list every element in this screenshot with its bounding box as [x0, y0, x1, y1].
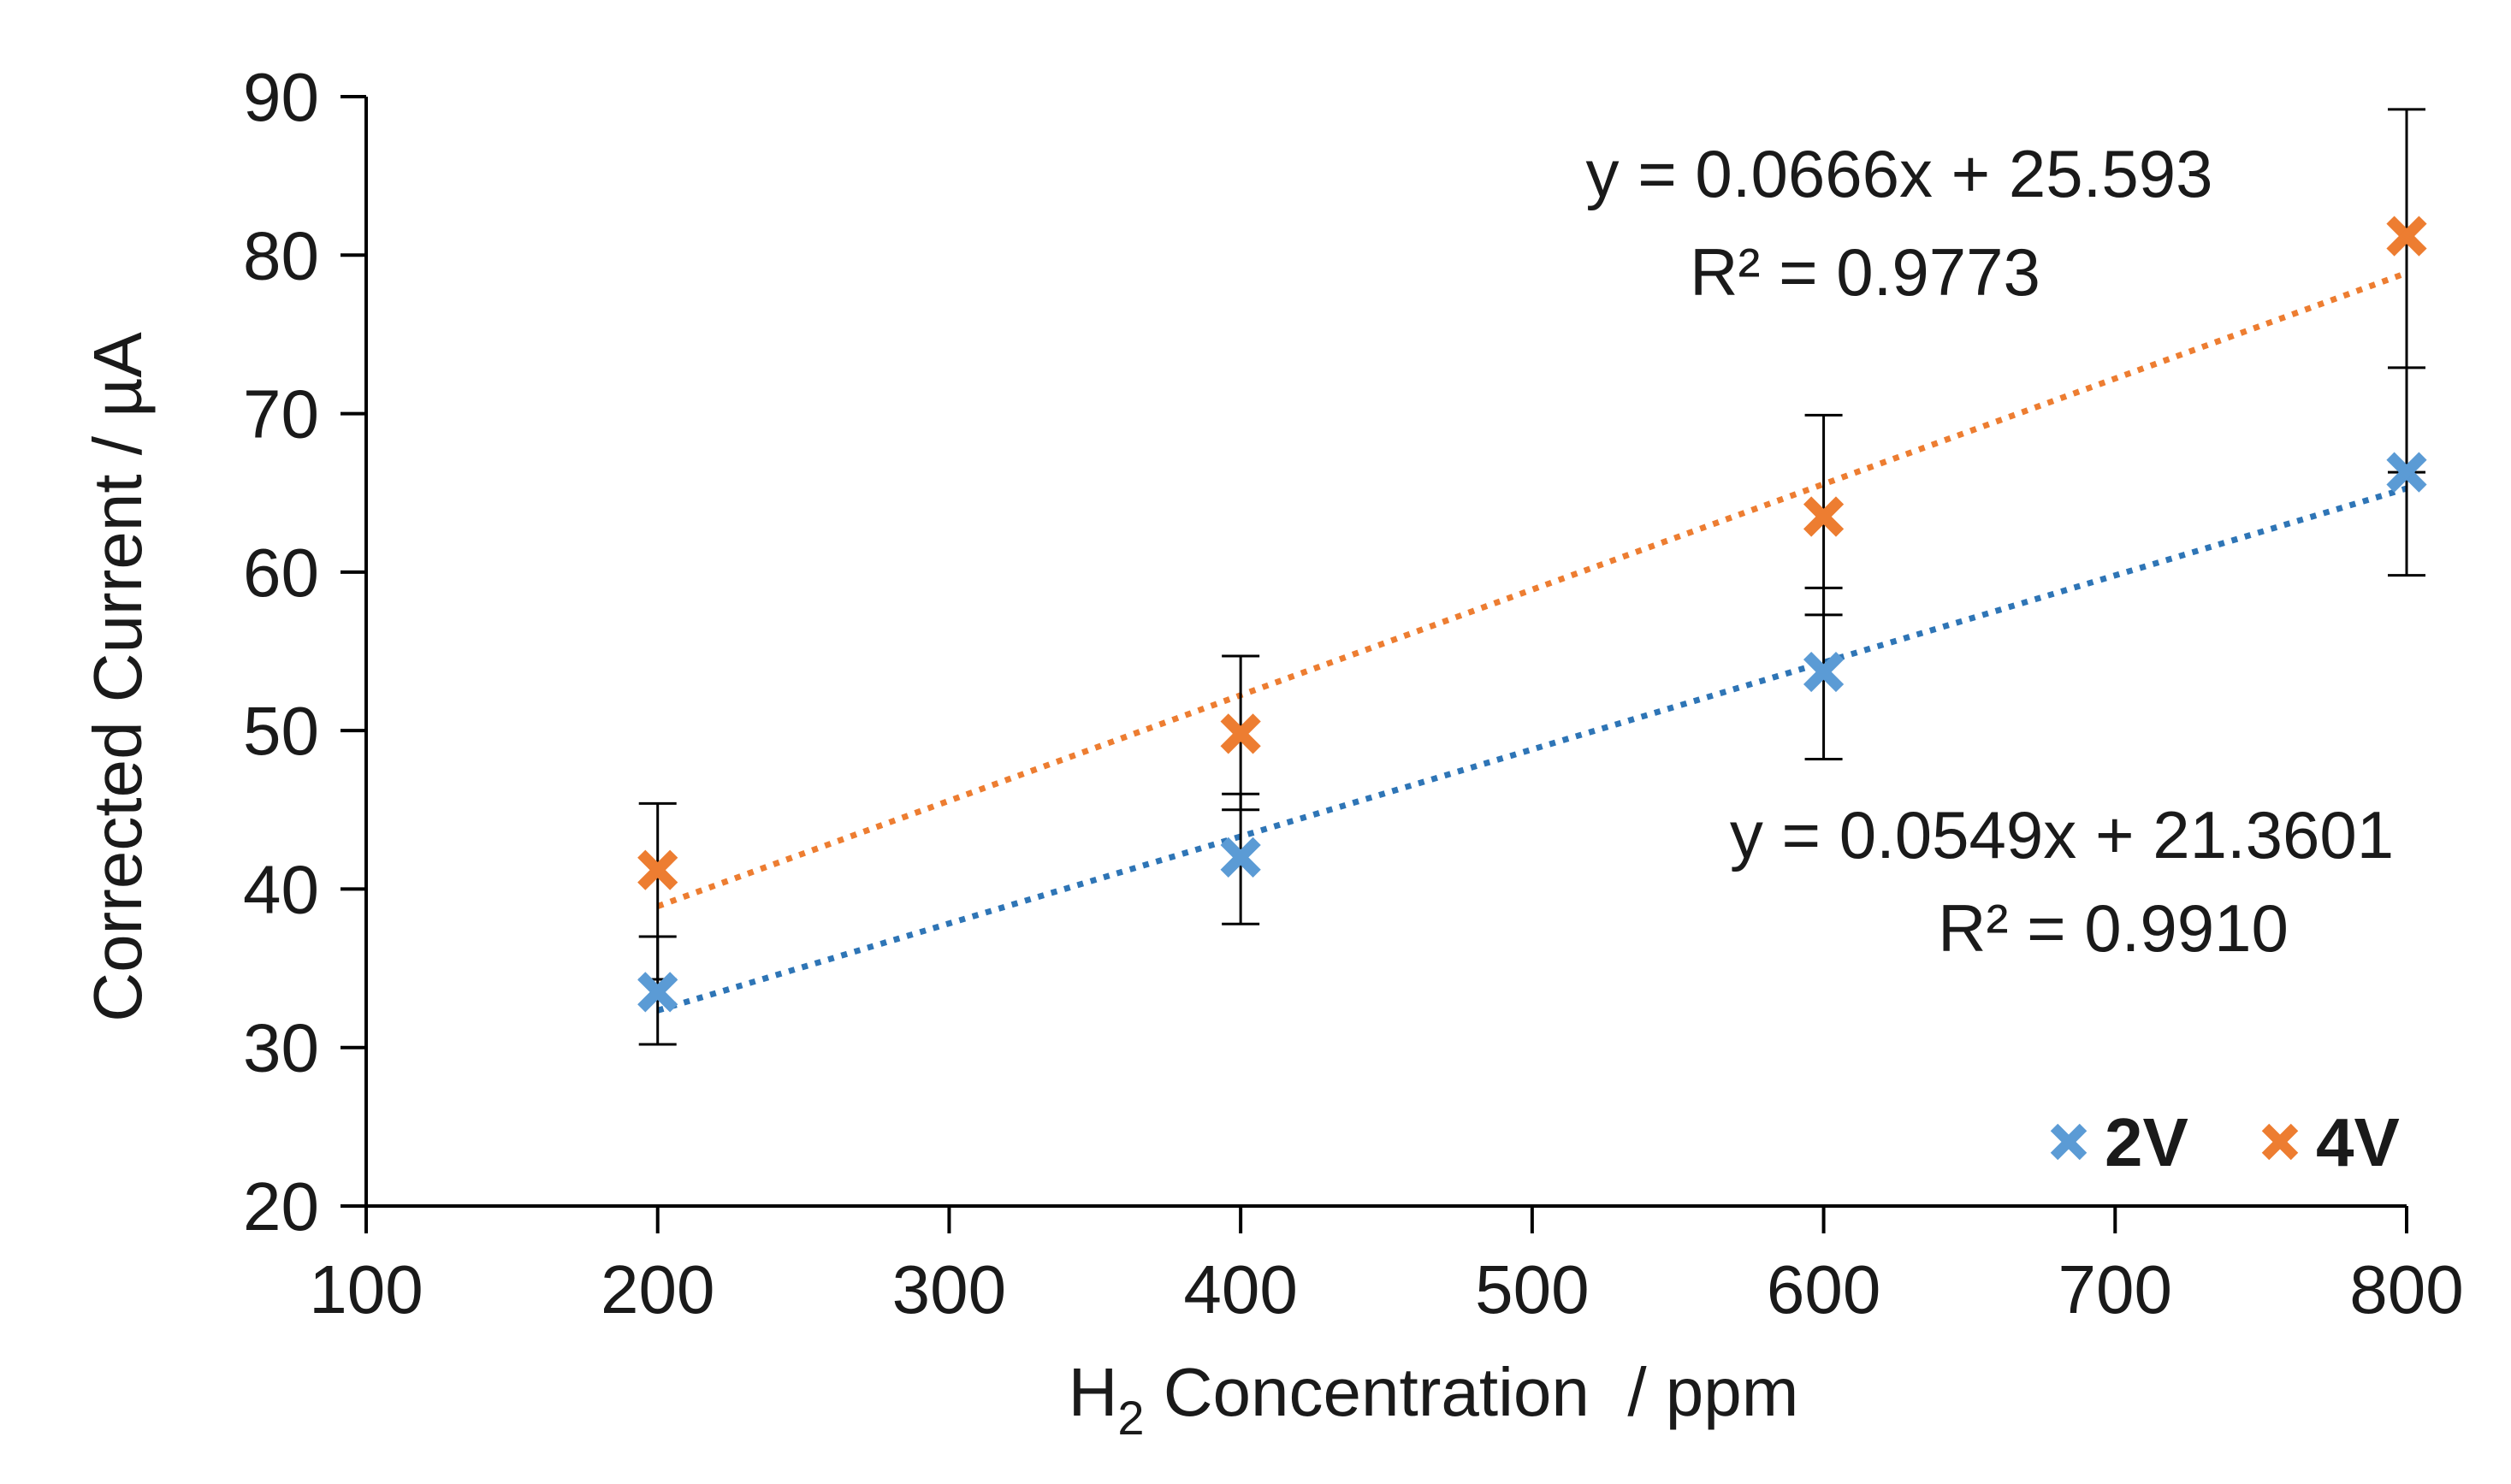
legend-item-2v: 2V — [2050, 1104, 2188, 1180]
y-tick-label: 20 — [243, 1168, 319, 1245]
legend-marker-stroke-b — [2261, 1123, 2299, 1161]
y-tick-label: 70 — [243, 376, 319, 452]
trendline-4v — [656, 269, 2408, 909]
marker-stroke-b — [1220, 837, 1261, 878]
legend-label-4v: 4V — [2316, 1104, 2400, 1180]
marker-stroke-b — [1803, 651, 1845, 693]
r-squared-4v: R² = 0.9773 — [1690, 234, 2040, 310]
annotations: y = 0.0549x + 21.3601 R² = 0.9910 y = 0.06… — [1586, 136, 2395, 966]
marker-2v-800 — [2386, 452, 2427, 493]
marker-stroke-b — [2386, 216, 2427, 257]
x-axis-title-subscript: 2 — [1117, 1391, 1144, 1445]
marker-stroke-b — [1220, 713, 1261, 754]
error-bar-4v-200 — [638, 801, 677, 981]
y-tick-label: 50 — [243, 693, 319, 769]
x-axis-title-suffix: Concentration / ppm — [1145, 1354, 1799, 1430]
x-axis-title: H2 Concentration / ppm — [1069, 1354, 1799, 1445]
x-tick-label: 100 — [309, 1251, 423, 1327]
x-tick-label: 200 — [601, 1251, 714, 1327]
marker-2v-200 — [637, 972, 678, 1013]
x-tick-label: 400 — [1183, 1251, 1297, 1327]
legend-marker-4v — [2261, 1123, 2299, 1161]
legend: 2V 4V — [2050, 1104, 2400, 1180]
r-squared-2v: R² = 0.9910 — [1938, 890, 2289, 966]
y-axis-title: Corrected Current / µA — [80, 332, 156, 1022]
x-tick-label: 800 — [2349, 1251, 2463, 1327]
legend-marker-2v — [2050, 1123, 2088, 1161]
marker-stroke-b — [1803, 496, 1845, 537]
error-bar-4v-800 — [2388, 108, 2425, 474]
marker-4v-800 — [2386, 216, 2427, 257]
marker-stroke-b — [637, 849, 678, 890]
legend-item-4v: 4V — [2261, 1104, 2400, 1180]
x-tick-label: 300 — [892, 1251, 1006, 1327]
equation-4v: y = 0.0666x + 25.593 — [1586, 136, 2213, 211]
x-tick-label: 500 — [1475, 1251, 1589, 1327]
trendline-2v — [656, 485, 2408, 1014]
y-tick-label: 80 — [243, 217, 319, 293]
y-tick-label: 90 — [243, 59, 319, 135]
axes: 20 30 40 50 60 70 80 90 100 200 300 400 500 600 700 800… — [80, 59, 2464, 1445]
trendlines — [656, 269, 2408, 1014]
x-tick-label: 700 — [2058, 1251, 2172, 1327]
legend-label-2v: 2V — [2105, 1104, 2188, 1180]
y-tick-label: 40 — [243, 851, 319, 927]
marker-4v-200 — [637, 849, 678, 890]
legend-marker-stroke-b — [2050, 1123, 2088, 1161]
y-tick-label: 60 — [243, 535, 319, 611]
marker-stroke-b — [637, 972, 678, 1013]
marker-4v-600 — [1803, 496, 1845, 537]
marker-2v-600 — [1803, 651, 1845, 693]
data-markers — [637, 216, 2427, 1013]
equation-2v: y = 0.0549x + 21.3601 — [1730, 797, 2394, 872]
marker-2v-400 — [1220, 837, 1261, 878]
marker-stroke-b — [2386, 452, 2427, 493]
marker-4v-400 — [1220, 713, 1261, 754]
y-tick-label: 30 — [243, 1010, 319, 1086]
x-tick-label: 600 — [1767, 1251, 1880, 1327]
x-axis-title-prefix: H — [1069, 1354, 1118, 1430]
